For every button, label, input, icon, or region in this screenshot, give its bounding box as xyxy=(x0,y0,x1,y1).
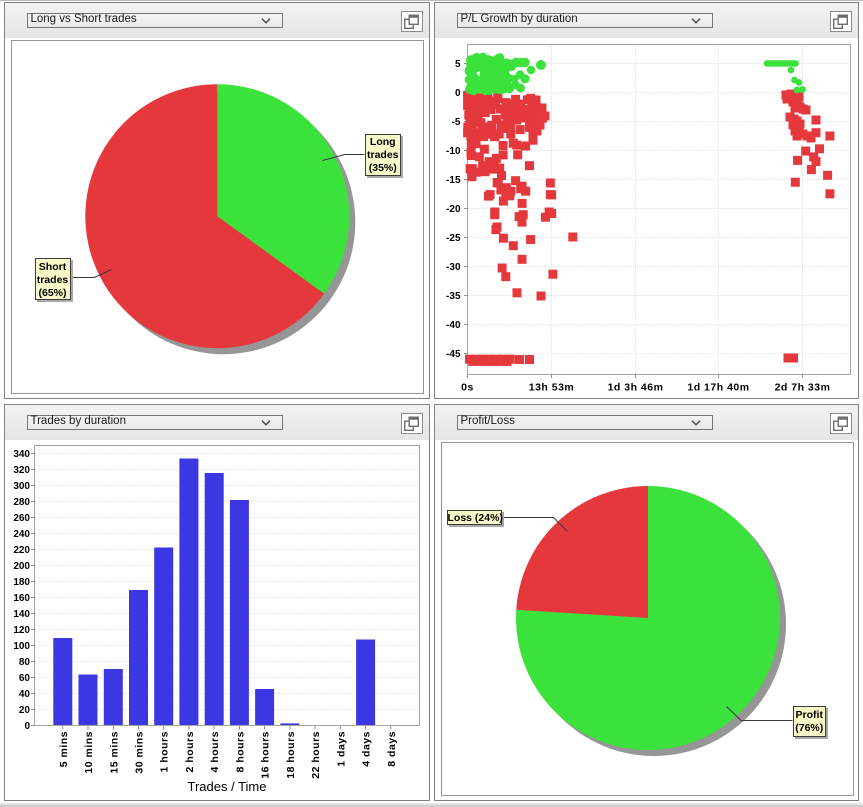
svg-text:5: 5 xyxy=(455,59,461,70)
svg-text:-20: -20 xyxy=(446,204,461,215)
svg-text:300: 300 xyxy=(13,481,30,492)
svg-text:220: 220 xyxy=(13,545,30,556)
svg-text:0: 0 xyxy=(24,721,30,732)
svg-text:-30: -30 xyxy=(446,262,461,273)
svg-text:60: 60 xyxy=(19,673,31,684)
svg-text:1 days: 1 days xyxy=(335,731,347,767)
svg-text:22 hours: 22 hours xyxy=(310,731,322,779)
svg-text:10 mins: 10 mins xyxy=(83,731,95,774)
svg-text:8 hours: 8 hours xyxy=(234,731,246,772)
svg-text:16 hours: 16 hours xyxy=(260,731,272,779)
svg-text:-10: -10 xyxy=(446,146,461,157)
svg-text:18 hours: 18 hours xyxy=(285,731,297,779)
svg-text:320: 320 xyxy=(13,465,30,476)
svg-text:0s: 0s xyxy=(461,382,474,394)
svg-text:-40: -40 xyxy=(446,320,461,331)
svg-text:5 mins: 5 mins xyxy=(58,731,70,767)
svg-text:-15: -15 xyxy=(446,175,461,186)
svg-text:0: 0 xyxy=(455,88,461,99)
svg-text:4 hours: 4 hours xyxy=(209,731,221,772)
svg-text:40: 40 xyxy=(19,689,31,700)
svg-text:30 mins: 30 mins xyxy=(134,731,146,774)
svg-text:100: 100 xyxy=(13,641,30,652)
svg-text:340: 340 xyxy=(13,449,30,460)
svg-text:20: 20 xyxy=(19,705,31,716)
svg-text:260: 260 xyxy=(13,513,30,524)
svg-text:13h 53m: 13h 53m xyxy=(529,382,575,394)
svg-text:Trades / Time: Trades / Time xyxy=(188,779,267,794)
svg-text:200: 200 xyxy=(13,561,30,572)
svg-text:2 hours: 2 hours xyxy=(184,731,196,772)
svg-text:140: 140 xyxy=(13,609,30,620)
svg-text:180: 180 xyxy=(13,577,30,588)
svg-text:120: 120 xyxy=(13,625,30,636)
svg-text:-5: -5 xyxy=(452,117,461,128)
svg-text:240: 240 xyxy=(13,529,30,540)
svg-text:15 mins: 15 mins xyxy=(108,731,120,774)
svg-text:1d 17h 40m: 1d 17h 40m xyxy=(687,382,749,394)
svg-text:8 days: 8 days xyxy=(386,731,398,767)
svg-text:-35: -35 xyxy=(446,291,461,302)
svg-text:280: 280 xyxy=(13,497,30,508)
svg-text:2d 7h 33m: 2d 7h 33m xyxy=(775,382,831,394)
svg-text:160: 160 xyxy=(13,593,30,604)
svg-text:4 days: 4 days xyxy=(361,731,373,767)
svg-text:-45: -45 xyxy=(446,349,461,360)
svg-text:1d 3h 46m: 1d 3h 46m xyxy=(608,382,664,394)
svg-text:80: 80 xyxy=(19,657,31,668)
svg-text:-25: -25 xyxy=(446,233,461,244)
svg-text:1 hours: 1 hours xyxy=(159,731,171,772)
